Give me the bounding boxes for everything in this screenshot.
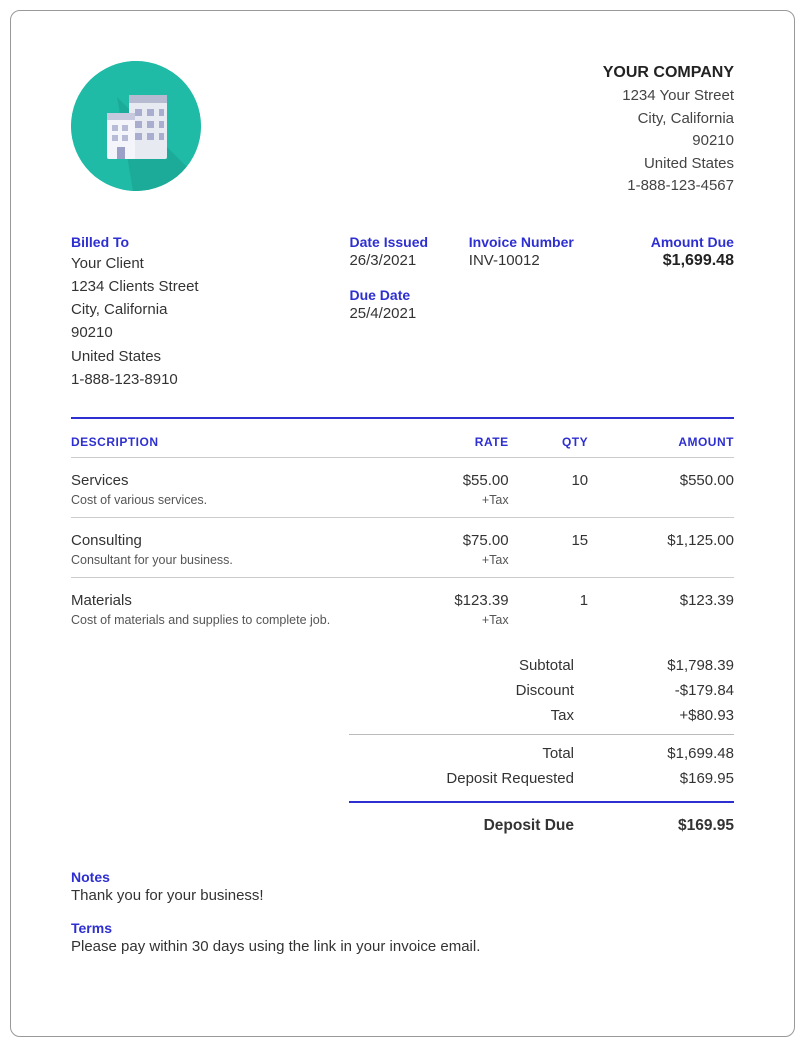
company-logo-icon bbox=[71, 61, 201, 191]
subtotal-label: Subtotal bbox=[349, 657, 614, 674]
item-tax-flag: +Tax bbox=[403, 553, 509, 567]
company-street: 1234 Your Street bbox=[603, 85, 734, 108]
notes-text: Thank you for your business! bbox=[71, 887, 734, 904]
date-issued-label: Date Issued bbox=[349, 234, 468, 250]
dates-block: Date Issued 26/3/2021 Due Date 25/4/2021 bbox=[349, 234, 468, 392]
totals-rule-1 bbox=[349, 734, 734, 735]
client-zip: 90210 bbox=[71, 321, 349, 344]
item-amount: $1,125.00 bbox=[588, 532, 734, 567]
deposit-due-label: Deposit Due bbox=[349, 817, 614, 835]
items-top-rule bbox=[71, 417, 734, 419]
tax-label: Tax bbox=[349, 707, 614, 724]
client-phone: 1-888-123-8910 bbox=[71, 368, 349, 391]
amount-due-label: Amount Due bbox=[615, 234, 734, 250]
item-description: Consultant for your business. bbox=[71, 553, 403, 567]
item-row: Services Cost of various services.$55.00 +… bbox=[71, 457, 734, 517]
company-country: United States bbox=[603, 153, 734, 176]
item-description: Cost of various services. bbox=[71, 493, 403, 507]
subtotal-value: $1,798.39 bbox=[614, 657, 734, 674]
deposit-requested-label: Deposit Requested bbox=[349, 770, 614, 787]
col-amount: AMOUNT bbox=[588, 435, 734, 449]
amount-due-block: Amount Due $1,699.48 bbox=[615, 234, 734, 392]
item-description: Cost of materials and supplies to comple… bbox=[71, 613, 403, 627]
meta-row: Billed To Your Client 1234 Clients Stree… bbox=[71, 234, 734, 392]
invoice-number-label: Invoice Number bbox=[469, 234, 615, 250]
client-street: 1234 Clients Street bbox=[71, 275, 349, 298]
item-row: ConsultingConsultant for your business.$… bbox=[71, 517, 734, 577]
total-value: $1,699.48 bbox=[614, 745, 734, 762]
company-address-block: YOUR COMPANY 1234 Your Street City, Cali… bbox=[603, 61, 734, 198]
invoice-number: INV-10012 bbox=[469, 252, 615, 269]
discount-label: Discount bbox=[349, 682, 614, 699]
item-rate: $123.39 bbox=[403, 592, 509, 609]
item-name: Materials bbox=[71, 592, 403, 609]
item-tax-flag: +Tax bbox=[403, 613, 509, 627]
deposit-requested-value: $169.95 bbox=[614, 770, 734, 787]
client-country: United States bbox=[71, 345, 349, 368]
discount-value: -$179.84 bbox=[614, 682, 734, 699]
footer-section: Notes Thank you for your business! Terms… bbox=[71, 869, 734, 955]
item-amount: $123.39 bbox=[588, 592, 734, 627]
invoice-number-block: Invoice Number INV-10012 bbox=[469, 234, 615, 392]
company-city: City, California bbox=[603, 108, 734, 131]
item-qty: 1 bbox=[509, 592, 589, 627]
item-qty: 15 bbox=[509, 532, 589, 567]
header: YOUR COMPANY 1234 Your Street City, Cali… bbox=[71, 61, 734, 198]
item-row: Materials Cost of materials and supplies … bbox=[71, 577, 734, 637]
terms-text: Please pay within 30 days using the link… bbox=[71, 938, 734, 955]
invoice-page: YOUR COMPANY 1234 Your Street City, Cali… bbox=[10, 10, 795, 1037]
col-rate: RATE bbox=[403, 435, 509, 449]
item-amount: $550.00 bbox=[588, 472, 734, 507]
billed-to-block: Billed To Your Client 1234 Clients Stree… bbox=[71, 234, 349, 392]
item-qty: 10 bbox=[509, 472, 589, 507]
item-rate: $75.00 bbox=[403, 532, 509, 549]
due-date: 25/4/2021 bbox=[349, 305, 468, 322]
col-description: DESCRIPTION bbox=[71, 435, 403, 449]
terms-label: Terms bbox=[71, 920, 734, 936]
deposit-due-value: $169.95 bbox=[614, 817, 734, 835]
amount-due: $1,699.48 bbox=[615, 252, 734, 270]
col-qty: QTY bbox=[509, 435, 589, 449]
tax-value: +$80.93 bbox=[614, 707, 734, 724]
client-name: Your Client bbox=[71, 252, 349, 275]
billed-to-label: Billed To bbox=[71, 234, 349, 250]
item-rate: $55.00 bbox=[403, 472, 509, 489]
totals-rule-2 bbox=[349, 801, 734, 803]
totals-block: Subtotal $1,798.39 Discount -$179.84 Tax… bbox=[349, 653, 734, 839]
items-header-row: DESCRIPTION RATE QTY AMOUNT bbox=[71, 429, 734, 457]
item-tax-flag: +Tax bbox=[403, 493, 509, 507]
company-phone: 1-888-123-4567 bbox=[603, 175, 734, 198]
company-zip: 90210 bbox=[603, 130, 734, 153]
client-city: City, California bbox=[71, 298, 349, 321]
company-name: YOUR COMPANY bbox=[603, 61, 734, 85]
due-date-label: Due Date bbox=[349, 287, 468, 303]
item-name: Services bbox=[71, 472, 403, 489]
item-name: Consulting bbox=[71, 532, 403, 549]
total-label: Total bbox=[349, 745, 614, 762]
items-body: Services Cost of various services.$55.00 +… bbox=[71, 457, 734, 637]
notes-label: Notes bbox=[71, 869, 734, 885]
date-issued: 26/3/2021 bbox=[349, 252, 468, 269]
